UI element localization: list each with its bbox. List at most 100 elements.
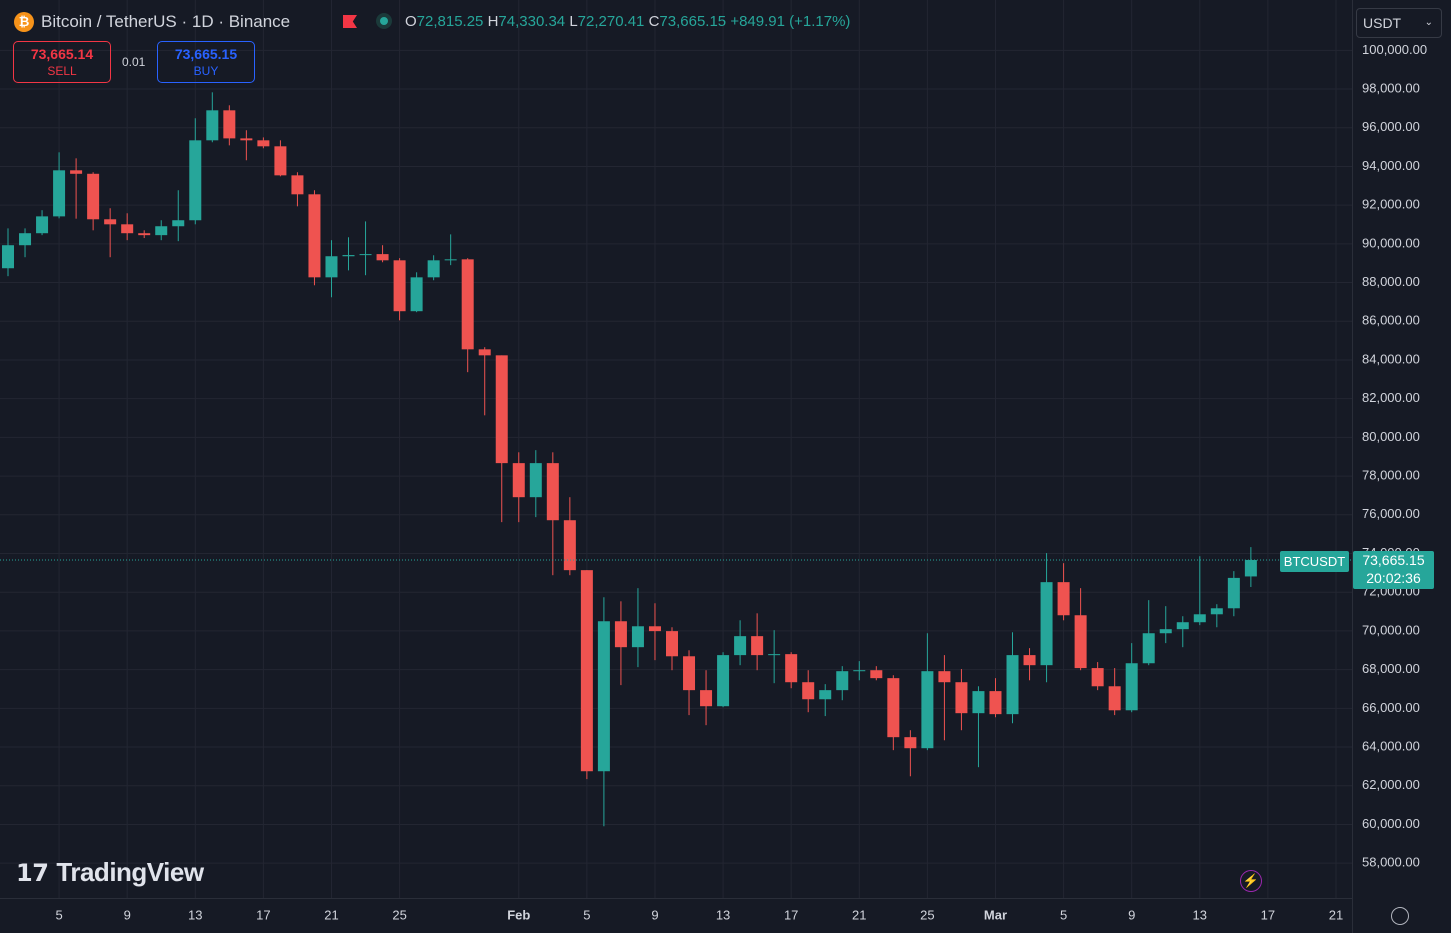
ohlc-value: 72,815.25	[416, 13, 484, 30]
candle-body	[257, 140, 270, 147]
x-tick-label: 25	[392, 907, 406, 922]
buy-button[interactable]: 73,665.15 BUY	[157, 41, 255, 83]
candle-body	[189, 140, 202, 221]
x-tick-label: 5	[55, 907, 62, 922]
candle-body	[1108, 686, 1121, 711]
x-tick-label: 13	[1193, 907, 1207, 922]
y-tick-label: 78,000.00	[1362, 468, 1420, 483]
candle-body	[1125, 663, 1138, 711]
x-tick-label: 13	[188, 907, 202, 922]
currency-select[interactable]: USDT ⌄	[1356, 8, 1442, 38]
candle-body	[53, 170, 66, 217]
sell-button[interactable]: 73,665.14 SELL	[13, 41, 111, 83]
y-tick-label: 90,000.00	[1362, 235, 1420, 250]
candle-body	[1040, 582, 1053, 666]
symbol-title: Bitcoin / TetherUS · 1D · Binance	[41, 12, 291, 31]
candle-body	[1057, 582, 1070, 616]
x-tick-label: 21	[324, 907, 338, 922]
lightning-button[interactable]: ⚡	[1240, 870, 1262, 892]
candle-body	[853, 670, 866, 672]
x-tick-label: 13	[716, 907, 730, 922]
candle-body	[1159, 629, 1172, 634]
ohlc-key: O	[405, 13, 417, 30]
candle-body	[240, 138, 253, 141]
price-tag-price: 73,665.15	[1362, 552, 1425, 568]
ohlc-legend: O72,815.25 H74,330.34 L72,270.41 C73,665…	[405, 13, 850, 30]
candle-body	[1074, 615, 1087, 669]
candle-body	[121, 224, 134, 234]
candle-body	[325, 256, 338, 278]
flag-icon[interactable]	[343, 15, 357, 28]
candle-body	[870, 670, 883, 679]
ohlc-value: 72,270.41	[577, 13, 645, 30]
candle-body	[1091, 668, 1104, 687]
candle-body	[734, 636, 747, 656]
watermark: 𝟭𝟳 TradingView	[16, 857, 204, 887]
y-tick-label: 58,000.00	[1362, 855, 1420, 870]
ohlc-key: L	[569, 13, 578, 30]
candle-body	[938, 671, 951, 683]
candle-body	[87, 173, 100, 220]
candle-body	[138, 233, 151, 236]
candle-body	[274, 146, 287, 176]
candle-body	[631, 626, 644, 648]
buy-price: 73,665.15	[174, 46, 238, 62]
candle-body	[819, 690, 832, 700]
candle-body	[1227, 577, 1240, 609]
candle-body	[427, 260, 440, 278]
x-tick-label: 17	[1261, 907, 1275, 922]
candle-body	[1244, 559, 1257, 577]
candle-body	[546, 463, 559, 521]
candle-body	[751, 636, 764, 656]
ohlc-key: C	[648, 13, 660, 30]
candle-body	[19, 233, 32, 246]
y-tick-label: 86,000.00	[1362, 313, 1420, 328]
x-tick-label: 17	[784, 907, 798, 922]
sell-label: SELL	[47, 64, 77, 78]
candle-body	[563, 520, 576, 571]
sell-price: 73,665.14	[30, 46, 94, 62]
y-tick-label: 64,000.00	[1362, 738, 1420, 753]
symbol-icon: ₿	[14, 12, 34, 32]
candle-body	[648, 626, 661, 632]
x-tick-label: 9	[1128, 907, 1135, 922]
candle-body	[206, 110, 219, 141]
candle-body	[1176, 622, 1189, 630]
x-tick-label: 21	[852, 907, 866, 922]
candle-body	[1142, 633, 1155, 664]
price-tag-countdown: 20:02:36	[1366, 570, 1421, 586]
currency: USDT	[1363, 15, 1402, 31]
candle-body	[478, 349, 491, 356]
candle-body	[1006, 655, 1019, 715]
spread: 0.01	[122, 55, 146, 69]
candle-body	[36, 216, 49, 234]
candle-body	[597, 621, 610, 772]
x-tick-label: 9	[124, 907, 131, 922]
x-tick-label: Mar	[984, 907, 1007, 922]
x-tick-label: 9	[651, 907, 658, 922]
x-tick-label: 17	[256, 907, 270, 922]
price-tag: 73,665.15 20:02:36	[1353, 551, 1434, 589]
candle-body	[172, 220, 185, 227]
candle-body	[2, 245, 15, 269]
candle-body	[665, 631, 678, 657]
candle-body	[989, 691, 1002, 715]
candle-body	[410, 277, 423, 312]
candle-body	[802, 682, 815, 700]
ohlc-value: 73,665.15	[659, 13, 727, 30]
candle-body	[104, 219, 117, 225]
candle-body	[308, 194, 321, 278]
x-tick-label: 5	[1060, 907, 1067, 922]
candle-body	[683, 656, 696, 691]
y-tick-label: 60,000.00	[1362, 816, 1420, 831]
candle-body	[70, 170, 83, 174]
settings-button[interactable]	[1391, 907, 1409, 925]
ohlc-change: +849.91 (+1.17%)	[730, 13, 851, 30]
watermark-text: TradingView	[56, 857, 204, 887]
ohlc-value: 74,330.34	[498, 13, 566, 30]
ohlc-key: H	[487, 13, 499, 30]
x-tick-label: 5	[583, 907, 590, 922]
candle-body	[359, 254, 372, 256]
candle-body	[768, 654, 781, 656]
